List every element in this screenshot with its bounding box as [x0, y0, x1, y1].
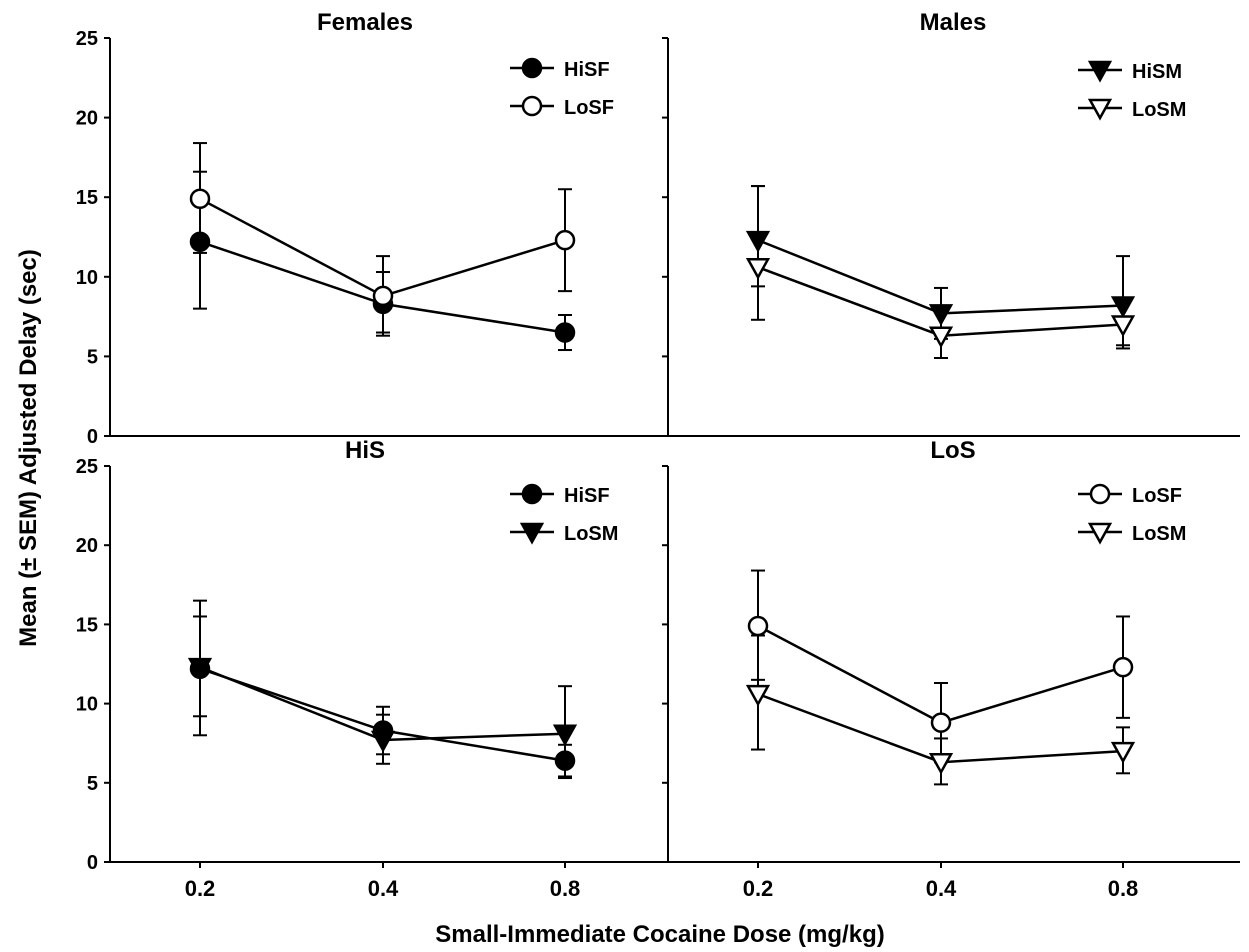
legend-label: HiSF: [564, 59, 610, 81]
panel-his: 0 5 10 15 20 25 0.2 0.4 0.8 HiS HiSF LoSM: [76, 437, 668, 901]
legend-entry-losm: LoSM: [510, 522, 618, 545]
y-tick-label: 25: [76, 28, 98, 50]
data-point: [372, 285, 394, 307]
series-losf: [747, 569, 1134, 764]
legend-entry-losm: LoSM: [1078, 98, 1186, 121]
y-tick-label: 5: [87, 773, 98, 795]
data-point: [554, 229, 576, 251]
data-point: [747, 615, 769, 637]
data-point: [1110, 315, 1136, 338]
legend-label: LoSM: [564, 523, 618, 545]
y-axis-label: Mean (± SEM) Adjusted Delay (sec): [15, 249, 42, 647]
legend-marker: [521, 95, 543, 117]
data-point: [930, 712, 952, 733]
y-tick-label: 20: [76, 535, 98, 557]
panel-title: Females: [317, 9, 413, 36]
legend-entry-losm: LoSM: [1078, 522, 1186, 545]
y-tick-label: 15: [76, 187, 98, 209]
series-losm: [745, 185, 1136, 359]
data-point: [552, 724, 578, 747]
legend-label: LoSM: [1132, 99, 1186, 121]
legend-entry-hisf: HiSF: [510, 57, 610, 81]
legend-label: LoSM: [1132, 523, 1186, 545]
legend-entry-hism: HiSM: [1078, 60, 1182, 83]
legend-marker: [521, 483, 543, 505]
data-point: [1112, 656, 1134, 678]
y-tick-label: 5: [87, 346, 98, 368]
data-point: [928, 752, 954, 775]
panels: 0 5 10 15 20 25 Females HiSF LoSF Males HiSM LoSM 0 5…: [76, 9, 1240, 901]
panel-males: Males HiSM LoSM: [662, 9, 1240, 437]
x-tick-label: 0.8: [550, 876, 581, 901]
panel-los: 0.2 0.4 0.8 LoS LoSF LoSM: [662, 437, 1240, 901]
y-tick-label: 0: [87, 852, 98, 874]
legend-marker: [519, 522, 545, 545]
series-losm: [745, 634, 1136, 786]
legend-entry-losf: LoSF: [510, 95, 614, 119]
y-tick-label: 10: [76, 267, 98, 289]
legend-marker: [1087, 98, 1113, 121]
data-point: [187, 657, 213, 680]
legend-label: HiSM: [1132, 61, 1182, 83]
data-point: [1110, 741, 1136, 764]
legend-entry-losf: LoSF: [1078, 483, 1182, 507]
y-tick-label: 15: [76, 614, 98, 636]
legend-label: LoSF: [564, 97, 614, 119]
x-tick-label: 0.8: [1108, 876, 1139, 901]
panel-title: LoS: [930, 437, 975, 464]
y-tick-label: 20: [76, 108, 98, 130]
legend-marker: [521, 57, 543, 79]
y-tick-label: 10: [76, 694, 98, 716]
panel-title: Males: [920, 9, 987, 36]
panel-females: 0 5 10 15 20 25 Females HiSF LoSF: [76, 9, 668, 448]
x-axis-label: Small-Immediate Cocaine Dose (mg/kg): [435, 921, 884, 948]
data-point: [745, 257, 771, 280]
x-tick-label: 0.2: [185, 876, 216, 901]
data-point: [554, 322, 576, 343]
series-losm: [187, 615, 578, 778]
legend-marker: [1089, 483, 1111, 505]
x-tick-label: 0.4: [368, 876, 399, 901]
y-tick-label: 25: [76, 456, 98, 478]
data-point: [189, 188, 211, 210]
x-tick-label: 0.4: [926, 876, 957, 901]
data-point: [370, 730, 396, 753]
legend-entry-hisf: HiSF: [510, 483, 610, 507]
panel-title: HiS: [345, 437, 385, 464]
legend-label: HiSF: [564, 485, 610, 507]
legend-marker: [1087, 522, 1113, 545]
data-point: [745, 684, 771, 707]
legend-label: LoSF: [1132, 485, 1182, 507]
x-tick-label: 0.2: [743, 876, 774, 901]
y-tick-label: 0: [87, 426, 98, 448]
series-losf: [189, 142, 576, 337]
legend-marker: [1087, 60, 1113, 83]
data-point: [928, 326, 954, 349]
